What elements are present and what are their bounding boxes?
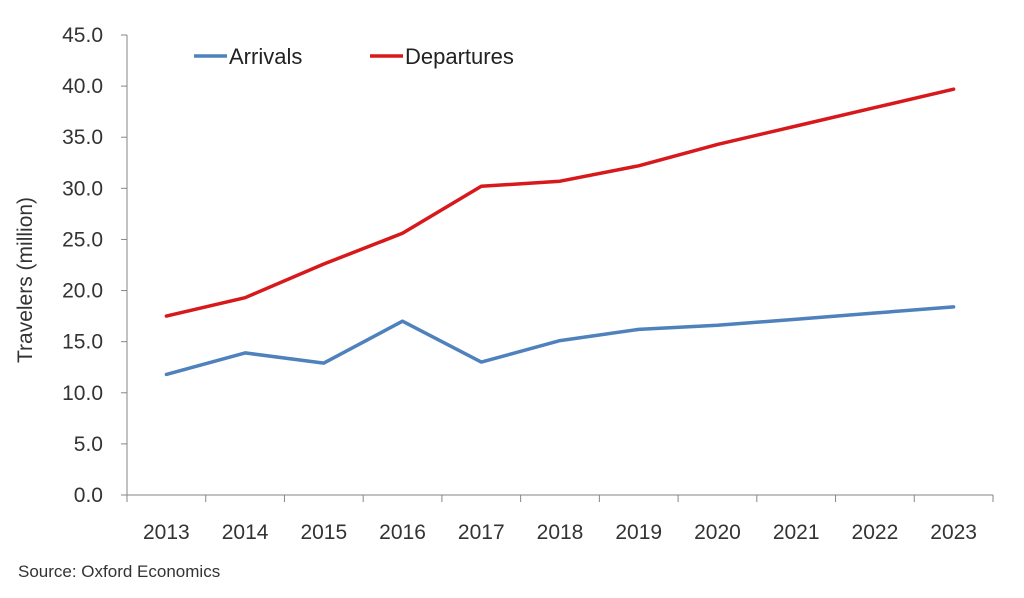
- y-tick-labels: 0.0 5.0 10.0 15.0 20.0 25.0 30.0 35.0 40.0 45.0: [62, 24, 103, 507]
- x-tick-label: 2023: [930, 521, 977, 544]
- x-tick-label: 2018: [537, 521, 584, 544]
- y-tick-label: 35.0: [62, 126, 103, 149]
- series-lines: [164, 87, 956, 377]
- y-tick-label: 25.0: [62, 228, 103, 251]
- legend: Arrivals Departures: [194, 44, 514, 69]
- y-tick-label: 20.0: [62, 280, 103, 303]
- x-tick-label: 2020: [694, 521, 741, 544]
- x-tick-label: 2017: [458, 521, 505, 544]
- x-tick-label: 2015: [300, 521, 347, 544]
- series-line-arrivals: [164, 305, 956, 377]
- y-tick-label: 45.0: [62, 24, 103, 47]
- x-tick-label: 2021: [773, 521, 820, 544]
- source-note: Source: Oxford Economics: [18, 562, 221, 581]
- x-tick-label: 2016: [379, 521, 426, 544]
- x-tick-label: 2014: [222, 521, 269, 544]
- y-tick-label: 0.0: [74, 484, 103, 507]
- x-tick-label: 2022: [852, 521, 899, 544]
- y-tick-label: 5.0: [74, 433, 103, 456]
- x-tick-labels: 2013 2014 2015 2016 2017 2018 2019 2020 2021 2022…: [143, 521, 977, 544]
- y-tick-label: 10.0: [62, 382, 103, 405]
- x-tick-label: 2013: [143, 521, 190, 544]
- y-tick-label: 15.0: [62, 331, 103, 354]
- y-tick-label: 30.0: [62, 177, 103, 200]
- x-tick-label: 2019: [615, 521, 662, 544]
- y-axis-title: Travelers (million): [14, 197, 37, 363]
- legend-label-departures: Departures: [405, 44, 514, 69]
- legend-label-arrivals: Arrivals: [229, 44, 302, 69]
- series-line-departures: [164, 87, 956, 318]
- y-tick-label: 40.0: [62, 75, 103, 98]
- axes: [121, 34, 994, 502]
